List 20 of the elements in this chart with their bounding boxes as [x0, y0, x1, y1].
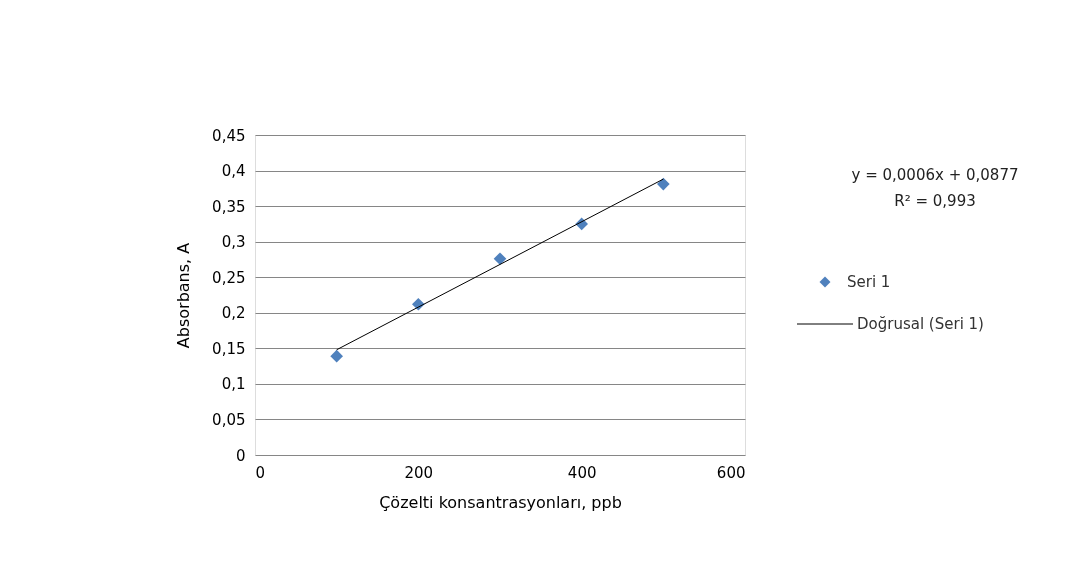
text: y = 0,0006x + 0,0877	[851, 166, 1019, 184]
text: R² = 0,993	[894, 192, 976, 210]
y-tick-label: 0,05	[212, 410, 246, 429]
x-tick-label: 200	[404, 463, 434, 482]
y-tick-label: 0,1	[221, 375, 246, 394]
y-axis-title: Absorbans, A	[174, 242, 194, 349]
x-tick-label: 400	[567, 463, 597, 482]
y-tick-label: 0,3	[221, 233, 246, 252]
y-tick-label: 0,2	[221, 304, 246, 323]
y-tick-label: 0	[235, 446, 246, 465]
y-tick-label: 0,15	[212, 339, 246, 358]
x-axis-title: Çözelti konsantrasyonları, ppb	[379, 492, 622, 512]
y-tick-label: 0,35	[212, 197, 246, 216]
legend-label: Seri 1	[847, 273, 891, 291]
x-tick-label: 600	[716, 463, 746, 482]
y-tick-label: 0,45	[212, 126, 246, 145]
y-tick-label: 0,25	[212, 268, 246, 287]
legend-label: Doğrusal (Seri 1)	[857, 315, 984, 333]
y-tick-label: 0,4	[221, 162, 246, 181]
x-tick-label: 0	[255, 463, 266, 482]
